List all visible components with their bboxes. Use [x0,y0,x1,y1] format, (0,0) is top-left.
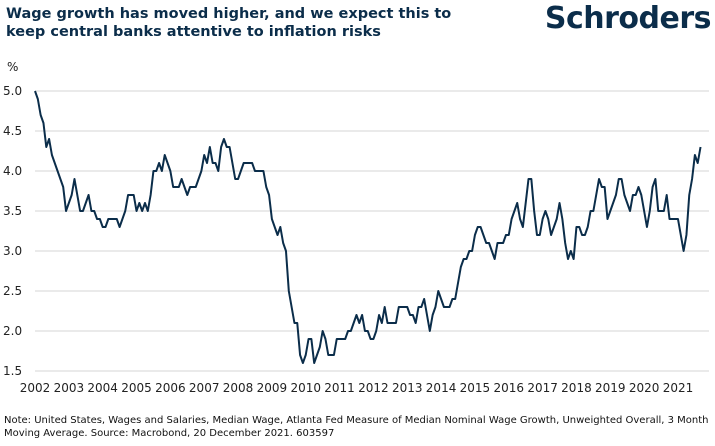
y-tick-label: 2.0 [3,324,22,338]
x-tick-label: 2011 [324,381,355,395]
x-tick-label: 2002 [20,381,51,395]
x-tick-label: 2016 [493,381,524,395]
x-tick-label: 2015 [460,381,491,395]
x-tick-label: 2021 [663,381,694,395]
x-tick-label: 2018 [561,381,592,395]
y-tick-label: 3.0 [3,244,22,258]
chart-footnote: Note: United States, Wages and Salaries,… [4,415,709,439]
x-tick-label: 2014 [426,381,457,395]
x-tick-label: 2003 [54,381,85,395]
series-layer [34,90,702,364]
y-tick-label: 5.0 [3,84,22,98]
series-line-wage-growth [34,90,702,364]
x-tick-label: 2020 [629,381,660,395]
x-tick-label: 2017 [527,381,558,395]
x-tick-label: 2006 [155,381,186,395]
x-tick-label: 2007 [189,381,220,395]
x-tick-label: 2012 [358,381,389,395]
x-tick-label: 2010 [290,381,321,395]
y-tick-label: 4.5 [3,124,22,138]
gridlines [35,90,709,372]
x-tick-label: 2019 [595,381,626,395]
x-tick-label: 2009 [257,381,288,395]
y-tick-label: 3.5 [3,204,22,218]
y-tick-label: 4.0 [3,164,22,178]
x-axis-ticks: 2002 2003 2004 2005 2006 2007 2008 2009 2010 2011… [20,381,694,395]
x-tick-label: 2008 [223,381,254,395]
x-tick-label: 2005 [121,381,152,395]
y-tick-label: 2.5 [3,284,22,298]
y-tick-label: 1.5 [3,364,22,378]
schroders-logo: Schroders [544,1,712,36]
x-tick-label: 2004 [87,381,118,395]
x-tick-label: 2013 [392,381,423,395]
y-axis-ticks: 1.5 2.0 2.5 3.0 3.5 4.0 4.5 5.0 [3,84,22,378]
y-axis-unit-label: % [7,60,19,74]
chart-title: Wage growth has moved higher, and we exp… [6,6,452,40]
